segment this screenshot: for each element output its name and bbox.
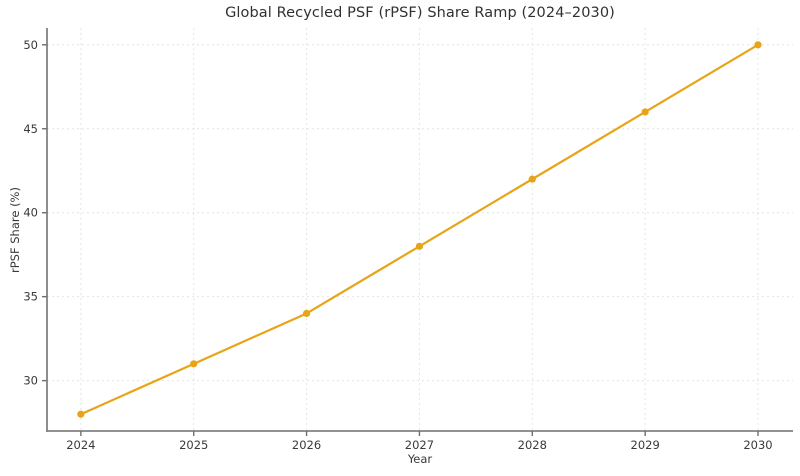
x-tick-label: 2024 (66, 438, 95, 452)
x-tick-label: 2030 (743, 438, 772, 452)
y-tick-label: 45 (23, 122, 38, 136)
data-point (415, 242, 424, 250)
x-axis-label: Year (407, 452, 433, 466)
data-point (77, 410, 85, 418)
x-tick-label: 2026 (292, 438, 321, 452)
y-tick-label: 30 (23, 374, 38, 388)
chart-title: Global Recycled PSF (rPSF) Share Ramp (2… (225, 5, 615, 21)
data-point (190, 360, 198, 368)
x-tick-label: 2025 (179, 438, 208, 452)
y-axis-label: rPSF Share (%) (8, 187, 22, 273)
x-tick-label: 2027 (405, 438, 434, 452)
data-point (641, 108, 649, 116)
x-tick-label: 2029 (631, 438, 660, 452)
data-point (754, 41, 762, 49)
y-tick-label: 35 (23, 290, 38, 304)
x-tick-label: 2028 (518, 438, 547, 452)
data-point (302, 309, 311, 318)
data-point (528, 175, 536, 183)
y-tick-label: 40 (23, 206, 38, 220)
y-tick-label: 50 (23, 38, 38, 52)
